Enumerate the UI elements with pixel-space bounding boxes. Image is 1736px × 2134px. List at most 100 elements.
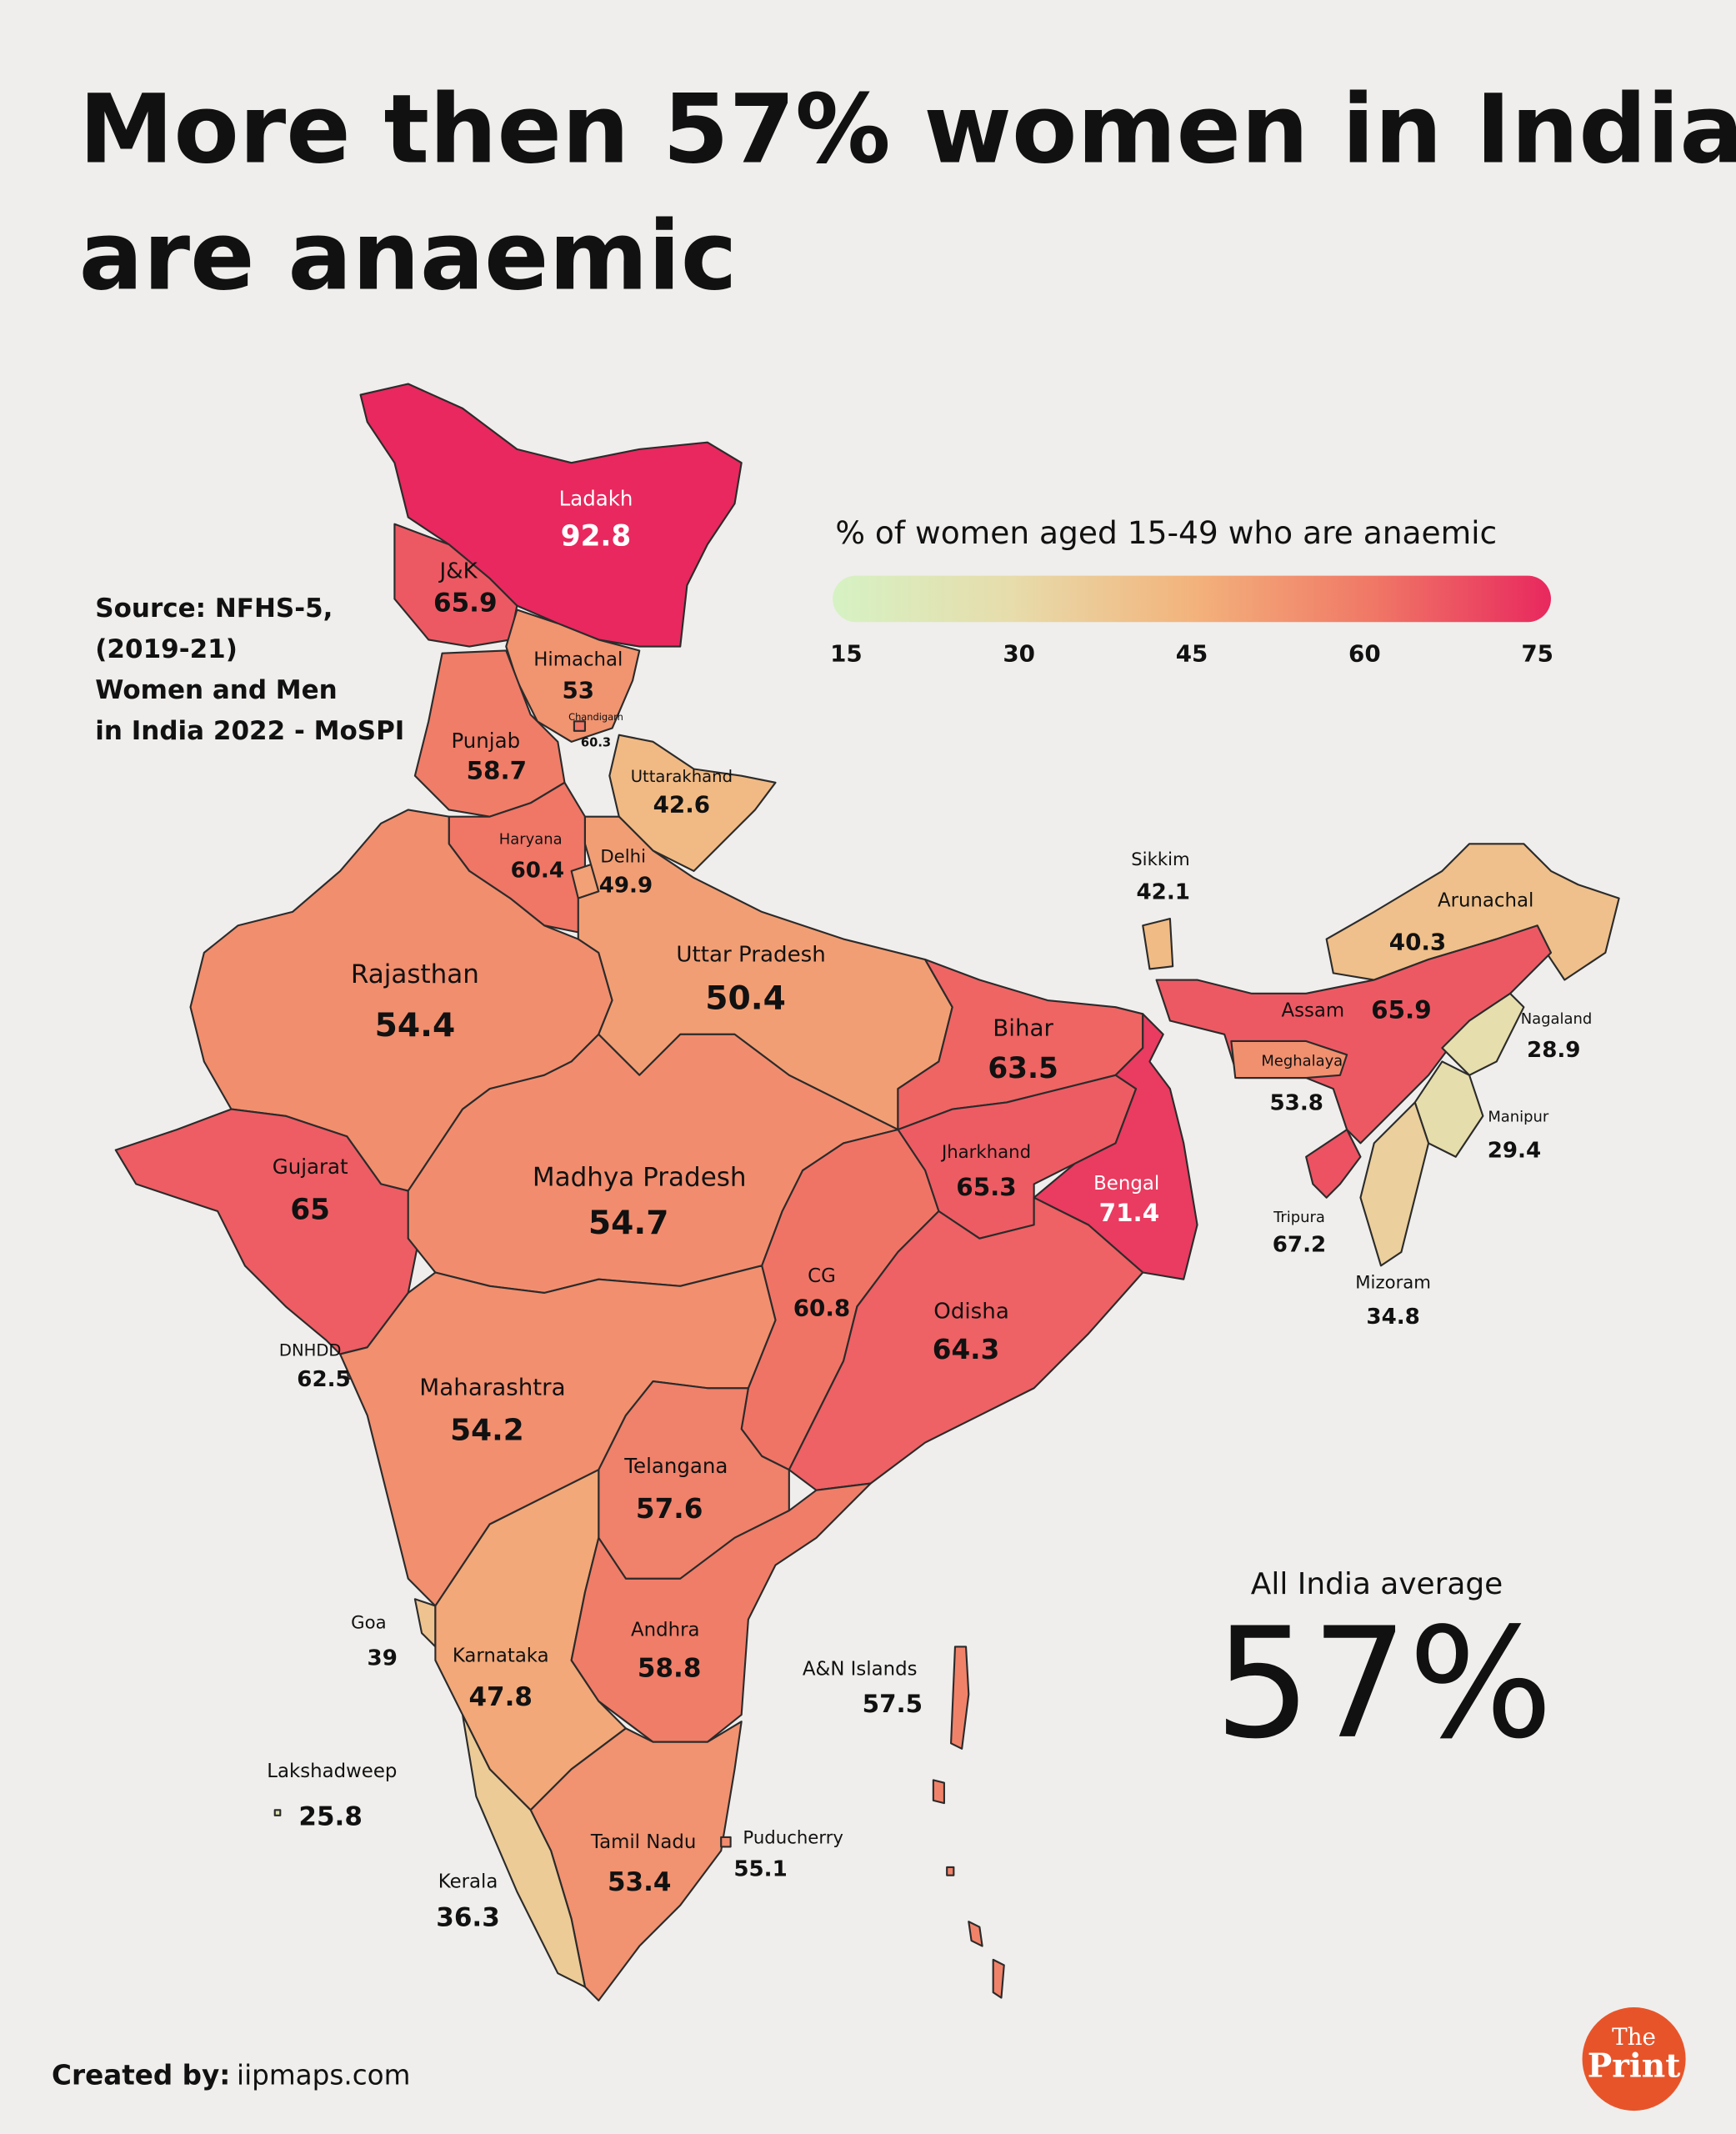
region-name: Assam — [1281, 1000, 1344, 1022]
region-name: Lakshadweep — [267, 1761, 397, 1782]
region-name: Bengal — [1093, 1173, 1159, 1195]
region-name: Bihar — [993, 1014, 1053, 1041]
source-line: Women and Men — [95, 675, 338, 705]
region-value: 34.8 — [1366, 1305, 1419, 1330]
region-name: Puducherry — [743, 1828, 843, 1849]
credit-site: iipmaps.com — [237, 2059, 410, 2091]
region-value: 65.9 — [433, 588, 498, 618]
region-value: 50.4 — [705, 980, 786, 1018]
logo-text: Print — [1588, 2046, 1681, 2085]
source-line: Source: NFHS-5, — [95, 594, 333, 624]
region — [720, 1836, 732, 1848]
legend-tick-label: 75 — [1521, 639, 1553, 667]
region-name: Maharashtra — [419, 1373, 565, 1400]
region-value: 42.6 — [653, 791, 710, 819]
region-value: 40.3 — [1389, 928, 1446, 955]
region — [1359, 1101, 1430, 1267]
region-name: Sikkim — [1131, 849, 1190, 870]
legend-tick-label: 60 — [1348, 639, 1381, 667]
logo — [1582, 2007, 1686, 2111]
region-value: 54.7 — [588, 1205, 669, 1242]
region — [359, 383, 743, 648]
region-name: Kerala — [438, 1871, 498, 1892]
region — [1230, 1039, 1348, 1080]
region-value: 53.8 — [1270, 1091, 1323, 1116]
region — [273, 1809, 282, 1816]
region-name: Manipur — [1488, 1108, 1549, 1125]
map: Ladakh 92.8 J&K 65.9 Himachal 53 Chandigarh 60.… — [114, 383, 1620, 2001]
title-line: are anaemic — [79, 200, 738, 311]
region-value: 67.2 — [1273, 1232, 1326, 1257]
region-value: 29.4 — [1488, 1139, 1541, 1164]
region-name: Ladakh — [559, 486, 633, 510]
region-value: 60.4 — [511, 858, 564, 883]
region — [573, 720, 587, 732]
region-value: 57.6 — [636, 1493, 703, 1525]
region-name: Karnataka — [453, 1645, 549, 1666]
region-name: Mizoram — [1355, 1273, 1431, 1294]
legend-tick-label: 45 — [1176, 639, 1208, 667]
legend-title: % of women aged 15-49 who are anaemic — [835, 514, 1497, 551]
legend-tick-label: 30 — [1003, 639, 1035, 667]
legend-ticks: 15 30 45 60 75 — [830, 639, 1553, 667]
region-value: 25.8 — [298, 1802, 363, 1832]
region-value: 57.5 — [863, 1690, 923, 1718]
region-value: 54.4 — [375, 1007, 456, 1044]
region-value: 49.9 — [599, 873, 653, 898]
region-value: 53 — [562, 676, 594, 704]
legend-tick-label: 15 — [830, 639, 863, 667]
region-name: J&K — [438, 559, 478, 584]
region-name: Gujarat — [273, 1155, 348, 1179]
region-name: A&N Islands — [803, 1659, 918, 1681]
region — [1305, 1129, 1362, 1199]
region-name: Telangana — [623, 1454, 728, 1478]
region-value: 92.8 — [561, 519, 632, 553]
region-labels: Ladakh 92.8 J&K 65.9 Himachal 53 Chandigarh 60.… — [267, 486, 1592, 1932]
region-value: 55.1 — [733, 1857, 787, 1882]
region-value: 42.1 — [1137, 880, 1190, 905]
average-value: 57% — [1214, 1595, 1553, 1773]
region-name: Uttarakhand — [631, 767, 733, 786]
region-value: 65.3 — [956, 1173, 1016, 1201]
region-value: 53.4 — [608, 1867, 672, 1897]
region-name: Meghalaya — [1261, 1052, 1343, 1070]
average-label: All India average — [1251, 1567, 1503, 1601]
region-value: 36.3 — [436, 1902, 500, 1932]
region — [570, 1482, 872, 1743]
region-name: Uttar Pradesh — [676, 943, 825, 968]
region-name: Jharkhand — [940, 1142, 1031, 1163]
region-name: Arunachal — [1438, 889, 1533, 911]
region-value: 58.8 — [638, 1654, 702, 1684]
region-value: 60.3 — [581, 735, 611, 749]
region-name: Andhra — [631, 1619, 699, 1641]
region-name: DNHDD — [279, 1341, 342, 1360]
region-name: CG — [808, 1265, 836, 1287]
region-name: Nagaland — [1521, 1010, 1593, 1028]
logo-text: The — [1612, 2023, 1656, 2051]
region — [1142, 918, 1174, 970]
region — [608, 734, 777, 872]
region-value: 39 — [368, 1646, 398, 1671]
region-value: 65.9 — [1371, 996, 1431, 1024]
region-value: 58.7 — [467, 756, 527, 784]
legend-bar — [833, 575, 1551, 623]
credit-label: Created by: — [52, 2059, 230, 2091]
regions — [114, 383, 1620, 2001]
region-value: 63.5 — [988, 1052, 1058, 1085]
region-value: 54.2 — [450, 1413, 524, 1447]
region-value: 47.8 — [468, 1682, 532, 1712]
region-name: Haryana — [499, 830, 563, 848]
region — [932, 1646, 1005, 1999]
source: Source: NFHS-5, (2019-21) Women and Men … — [95, 594, 404, 746]
region-name: Chandigarh — [568, 711, 623, 723]
source-line: in India 2022 - MoSPI — [95, 716, 404, 746]
title-line: More then 57% women in India — [79, 74, 1736, 185]
region-value: 62.5 — [297, 1367, 350, 1392]
region-name: Goa — [351, 1613, 386, 1634]
region-name: Punjab — [451, 729, 520, 753]
region-value: 71.4 — [1099, 1199, 1159, 1227]
region-name: Rajasthan — [351, 959, 479, 989]
region — [461, 1713, 587, 1988]
